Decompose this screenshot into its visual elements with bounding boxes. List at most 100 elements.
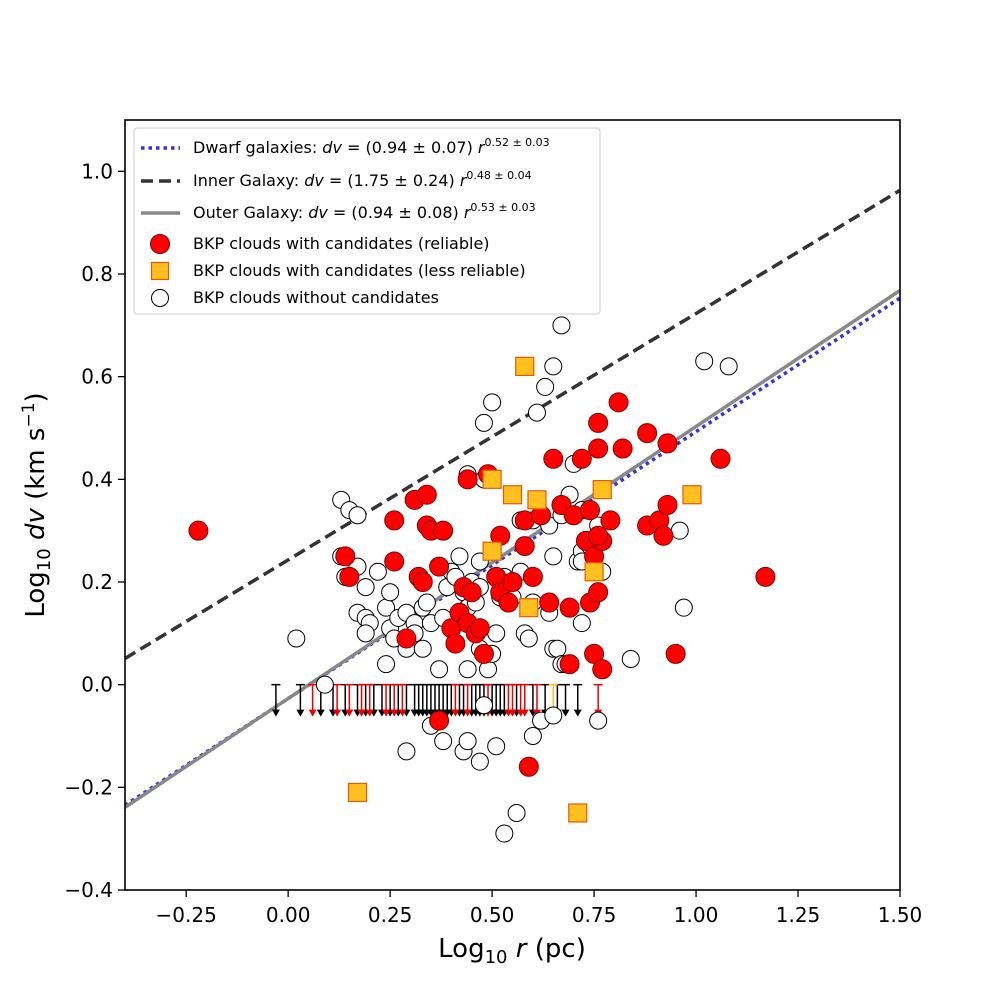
fit-line-1 (125, 188, 900, 660)
y-tick-label-4: 0.4 (81, 467, 113, 491)
point-s1-6 (416, 484, 437, 505)
upper-limit-red-9 (463, 683, 473, 717)
point-s1-65 (518, 756, 539, 777)
x-axis-title-unit: (pc) (526, 934, 585, 964)
point-s0-42 (458, 660, 477, 679)
point-s1-37 (559, 597, 580, 618)
point-s1-49 (600, 510, 621, 531)
upper-limit-red-7 (397, 683, 407, 717)
x-tick-label-3: 0.50 (470, 903, 515, 927)
x-tick-label-0: −0.25 (156, 903, 217, 927)
y-tick-label-1: −0.2 (64, 775, 113, 799)
point-s2-8 (682, 485, 702, 505)
point-s1-21 (469, 618, 490, 639)
y-tick-label-5: 0.6 (81, 365, 113, 389)
point-s2-5 (519, 598, 539, 618)
legend-less-reliable-marker (150, 261, 170, 281)
point-s0-20 (377, 655, 396, 674)
legend-inner-label: Inner Galaxy: dv = (1.75 ± 0.24) r0.48 ±… (193, 169, 532, 190)
x-tick-label-2: 0.25 (368, 903, 413, 927)
point-s0-23 (417, 593, 436, 612)
point-s0-57 (544, 357, 563, 376)
point-s0-79 (670, 521, 689, 540)
point-s1-28 (498, 592, 519, 613)
point-s0-92 (397, 742, 416, 761)
y-tick-label-0: −0.4 (64, 878, 113, 902)
point-s0-41 (483, 393, 502, 412)
x-axis-title-main: Log (438, 934, 484, 964)
point-s2-3 (482, 541, 502, 561)
point-s1-15 (445, 633, 466, 654)
legend-without-marker (151, 289, 169, 307)
point-s0-80 (674, 598, 693, 617)
point-s1-55 (653, 525, 674, 546)
point-s1-34 (539, 592, 560, 613)
upper-limit-red-5 (381, 683, 391, 717)
y-axis-title-unit-sup: −1 (19, 402, 39, 427)
point-s0-58 (552, 316, 571, 335)
point-s1-41 (580, 500, 600, 521)
y-axis-title-var: dv (21, 508, 51, 541)
point-s1-44 (588, 582, 609, 603)
x-tick-label-4: 0.75 (572, 903, 617, 927)
y-axis-title-unit-end: ) (21, 392, 51, 402)
point-s2-9 (347, 782, 368, 803)
fit-line-2 (125, 288, 900, 809)
point-s1-57 (657, 433, 678, 454)
legend-reliable-label: BKP clouds with candidates (reliable) (193, 234, 490, 253)
y-tick-label-6: 0.8 (81, 262, 113, 286)
upper-limit-red-3 (357, 683, 367, 717)
y-axis-title: Log10 dv (km s−1) (19, 392, 55, 617)
point-s0-24 (413, 639, 432, 658)
point-s0-10 (356, 624, 375, 643)
point-s0-69 (548, 639, 567, 658)
legend-outer-label: Outer Galaxy: dv = (0.94 ± 0.08) r0.53 ±… (193, 201, 536, 222)
point-s0-31 (450, 547, 469, 566)
point-s2-6 (584, 562, 604, 582)
point-s0-13 (381, 583, 400, 602)
point-s1-51 (612, 438, 633, 459)
point-s1-12 (429, 556, 450, 577)
point-s0-82 (719, 357, 738, 376)
legend-without-label: BKP clouds without candidates (193, 288, 439, 307)
y-tick-label-2: 0.0 (81, 673, 113, 697)
point-s0-96 (589, 711, 608, 730)
legend-dwarf-label: Dwarf galaxies: dv = (0.94 ± 0.07) r0.52… (193, 136, 550, 157)
y-axis-title-sub: 10 (34, 548, 55, 571)
point-s0-97 (495, 824, 514, 843)
point-s1-56 (657, 495, 678, 515)
point-s1-47 (588, 438, 609, 459)
point-s1-22 (473, 643, 494, 664)
point-s1-61 (559, 654, 580, 675)
point-s1-9 (433, 520, 454, 541)
point-s0-11 (368, 562, 387, 581)
upper-limit-red-14 (520, 683, 530, 717)
point-s1-29 (502, 572, 523, 592)
point-s0-2 (348, 506, 367, 525)
y-tick-label-7: 1.0 (81, 159, 113, 183)
y-axis-title-unit: (km s (21, 428, 51, 509)
point-s0-78 (621, 650, 640, 668)
point-s1-4 (384, 551, 405, 572)
point-s1-11 (412, 572, 433, 592)
upper-limit-black-37 (573, 683, 583, 717)
point-s2-1 (502, 485, 523, 505)
point-s1-3 (384, 510, 405, 531)
point-s0-84 (315, 675, 334, 694)
x-tick-label-5: 1.00 (674, 903, 719, 927)
point-s0-52 (519, 629, 538, 648)
point-s2-0 (482, 469, 502, 489)
axis-ticks: −0.25 0.00 0.25 0.50 0.75 1.00 1.25 1.50 −0.4 −0.… (64, 159, 922, 927)
y-axis-title-main: Log (21, 571, 51, 617)
point-s0-81 (695, 352, 714, 371)
x-tick-label-7: 1.50 (878, 903, 923, 927)
upper-limit-red-12 (508, 683, 517, 717)
plot-frame (124, 119, 901, 891)
point-s1-46 (588, 525, 609, 546)
legend: Dwarf galaxies: dv = (0.94 ± 0.07) r0.52… (133, 127, 601, 315)
point-s1-23 (457, 469, 478, 490)
point-s1-39 (571, 448, 592, 469)
legend-box (133, 127, 601, 315)
upper-limit-red-8 (450, 683, 460, 717)
